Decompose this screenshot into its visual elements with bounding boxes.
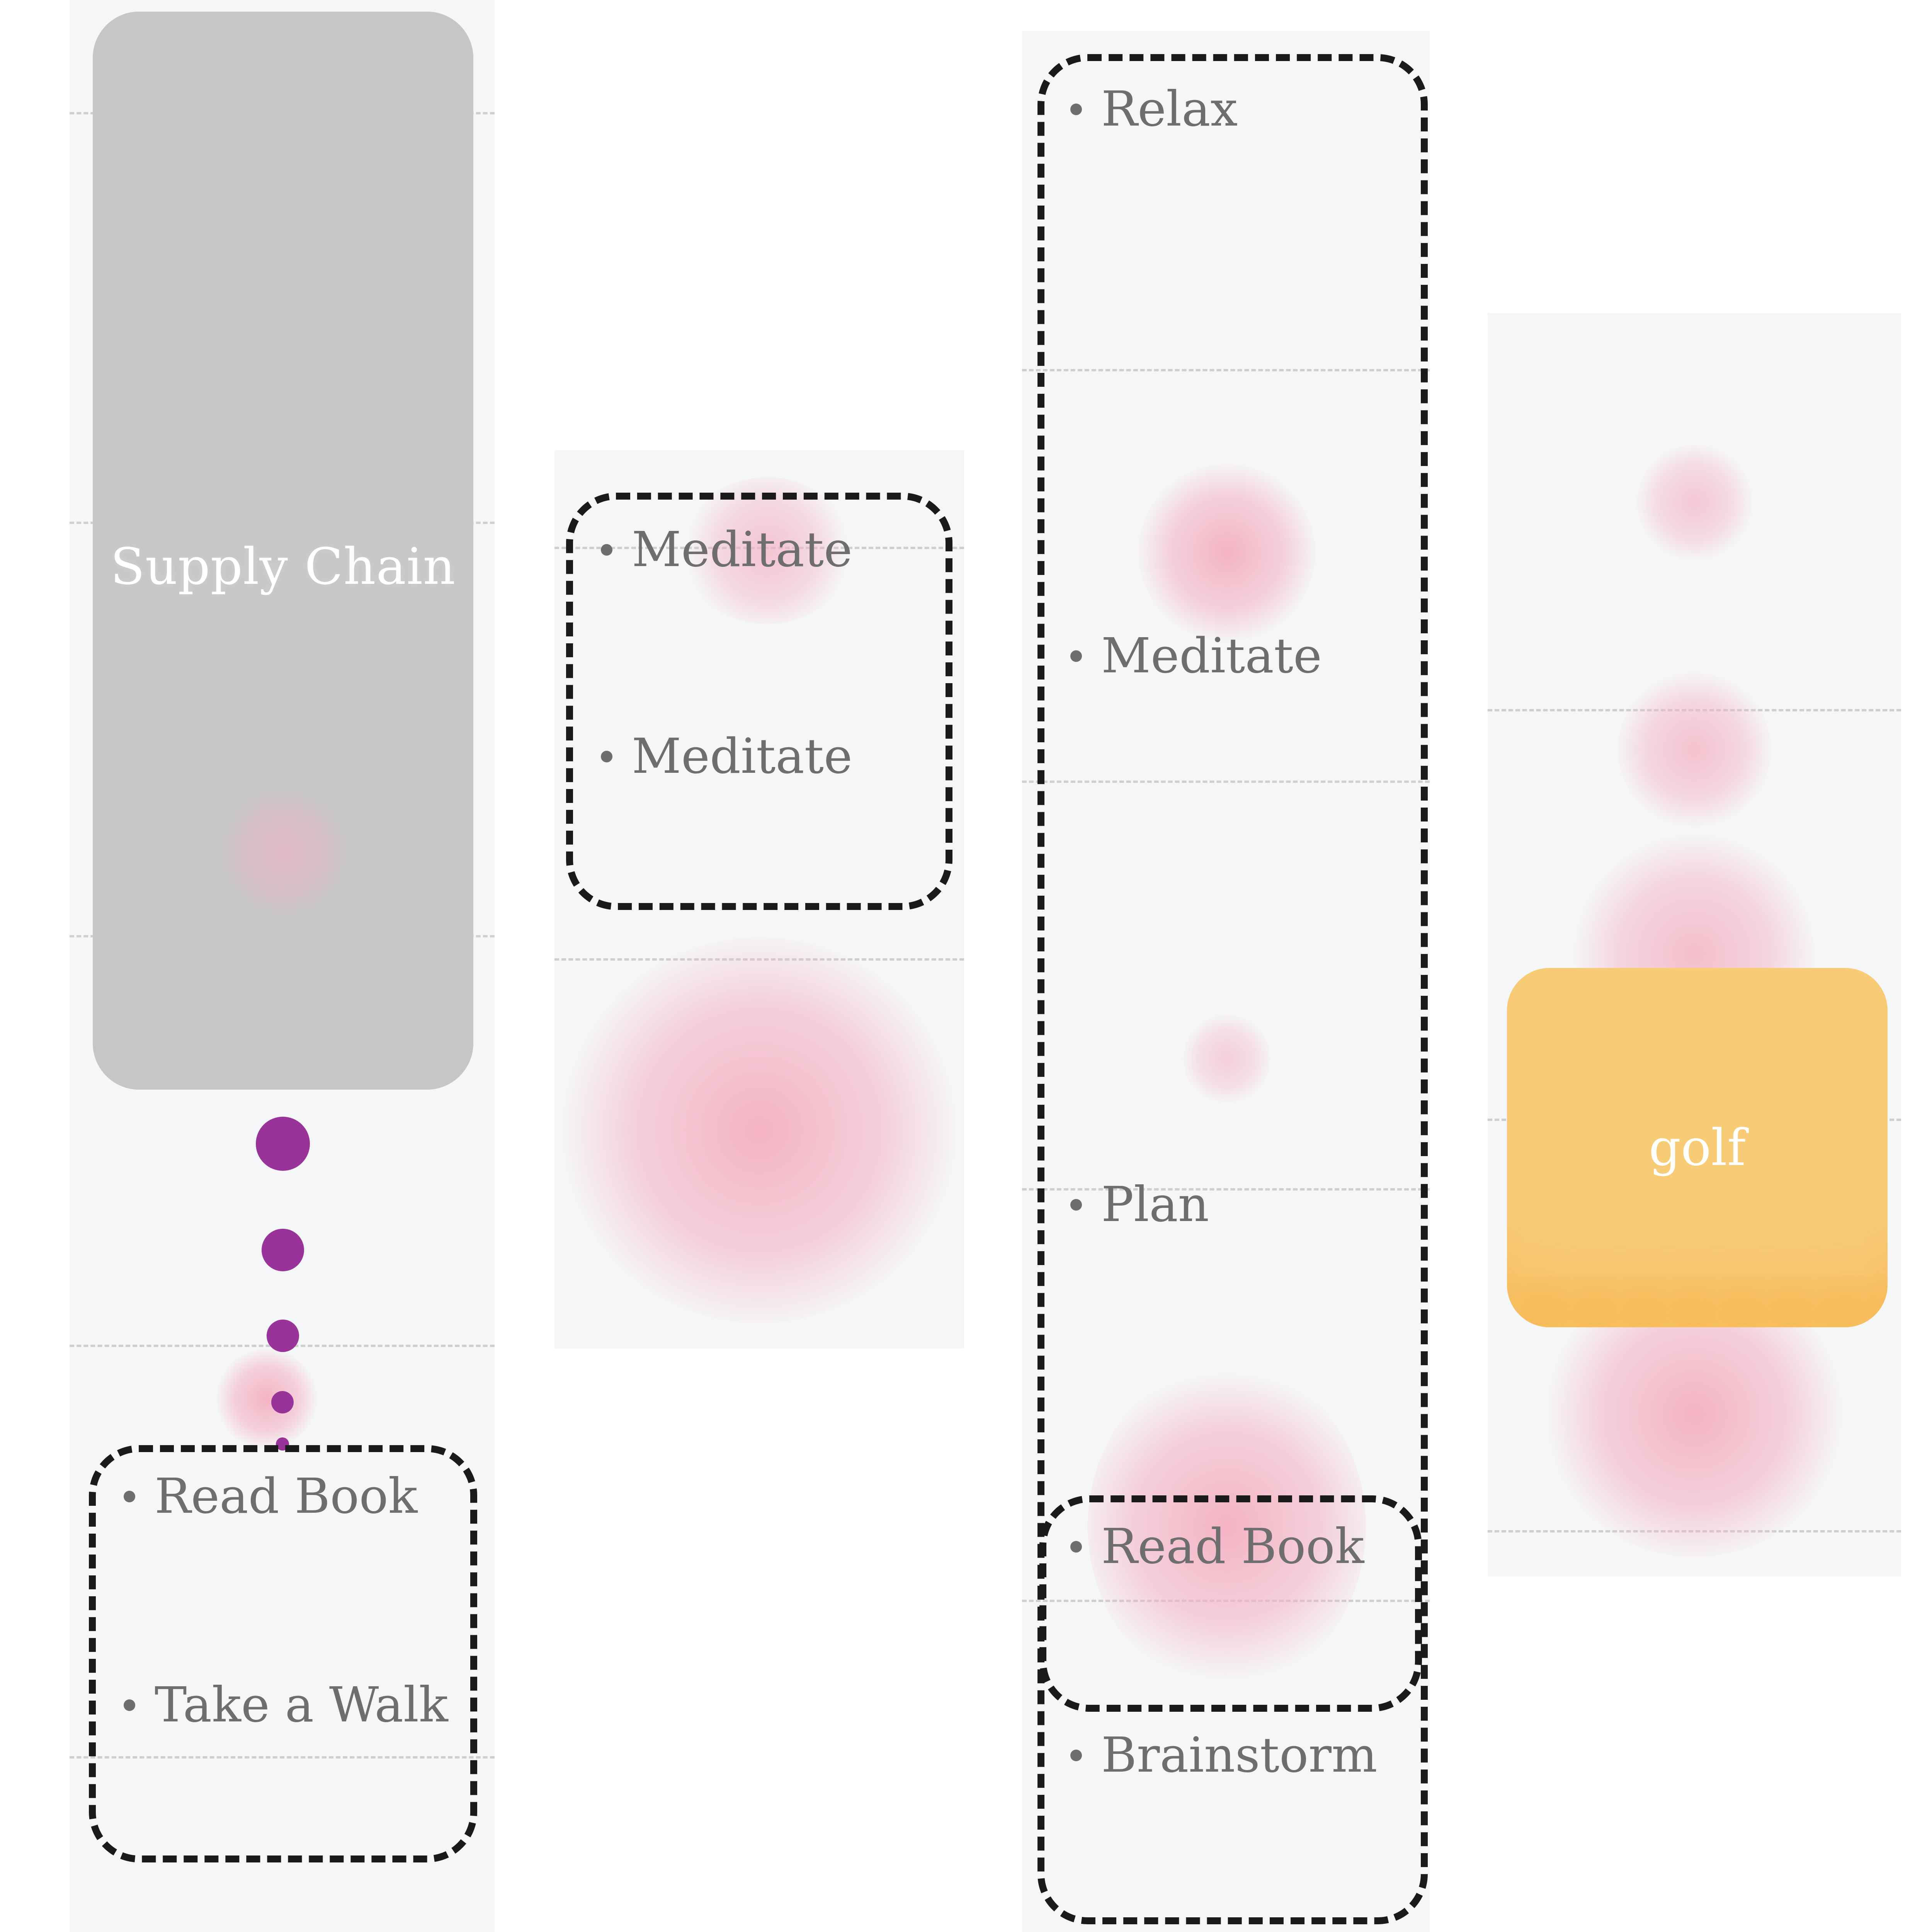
activity-glow — [220, 788, 348, 916]
task-label: Meditate — [632, 522, 852, 578]
timeline-dot — [267, 1320, 299, 1352]
task-group-box[interactable] — [89, 1445, 477, 1862]
day-column-4 — [1488, 313, 1901, 1577]
task-item[interactable]: Take a Walk — [124, 1677, 448, 1733]
bullet-icon — [124, 1490, 135, 1502]
time-gridline — [70, 1756, 495, 1759]
task-item[interactable]: Read Book — [124, 1468, 417, 1524]
task-item[interactable]: Meditate — [601, 522, 852, 578]
task-label: Plan — [1101, 1177, 1209, 1233]
event-block-label: Supply Chain — [110, 537, 456, 596]
activity-glow — [1636, 444, 1752, 560]
task-group-box[interactable] — [1039, 1495, 1422, 1712]
event-block-supply-chain[interactable]: Supply Chain — [93, 12, 473, 1090]
timeline-dot — [262, 1229, 304, 1271]
bullet-icon — [601, 750, 612, 762]
bullet-icon — [124, 1699, 135, 1711]
task-label: Read Book — [1101, 1519, 1364, 1575]
task-label: Read Book — [155, 1468, 418, 1524]
task-item[interactable]: Meditate — [601, 728, 852, 784]
task-item[interactable]: Read Book — [1070, 1519, 1364, 1575]
bullet-icon — [1070, 650, 1082, 662]
timeline-dot — [256, 1117, 310, 1171]
task-item[interactable]: Relax — [1070, 81, 1238, 137]
task-item[interactable]: Meditate — [1070, 628, 1322, 684]
task-label: Relax — [1101, 81, 1238, 137]
task-label: Meditate — [1101, 628, 1322, 684]
bullet-icon — [1070, 1749, 1082, 1761]
task-group-box[interactable] — [1037, 54, 1428, 1924]
bullet-icon — [1070, 1199, 1082, 1211]
bullet-icon — [1070, 1541, 1082, 1553]
event-block-label: golf — [1648, 1118, 1746, 1177]
task-label: Take a Walk — [155, 1677, 448, 1733]
activity-glow — [1138, 464, 1316, 641]
activity-glow — [1617, 672, 1772, 827]
time-gridline — [1022, 1188, 1430, 1190]
day-column-3 — [1022, 31, 1430, 1932]
task-label: Brainstorm — [1101, 1727, 1378, 1783]
task-item[interactable]: Brainstorm — [1070, 1727, 1378, 1783]
task-item[interactable]: Plan — [1070, 1177, 1209, 1233]
time-gridline — [1022, 781, 1430, 783]
task-group-box[interactable] — [566, 493, 952, 910]
activity-glow — [682, 477, 852, 624]
day-column-2 — [554, 450, 964, 1349]
bullet-icon — [601, 544, 612, 556]
bullet-icon — [1070, 103, 1082, 115]
activity-glow — [562, 937, 956, 1323]
task-label: Meditate — [632, 728, 852, 784]
activity-glow — [1182, 1014, 1271, 1103]
activity-glow — [216, 1349, 317, 1449]
activity-glow — [1088, 1364, 1366, 1689]
time-gridline — [1022, 369, 1430, 371]
event-block-golf[interactable]: golf — [1507, 968, 1888, 1327]
timeline-dot — [271, 1391, 294, 1413]
